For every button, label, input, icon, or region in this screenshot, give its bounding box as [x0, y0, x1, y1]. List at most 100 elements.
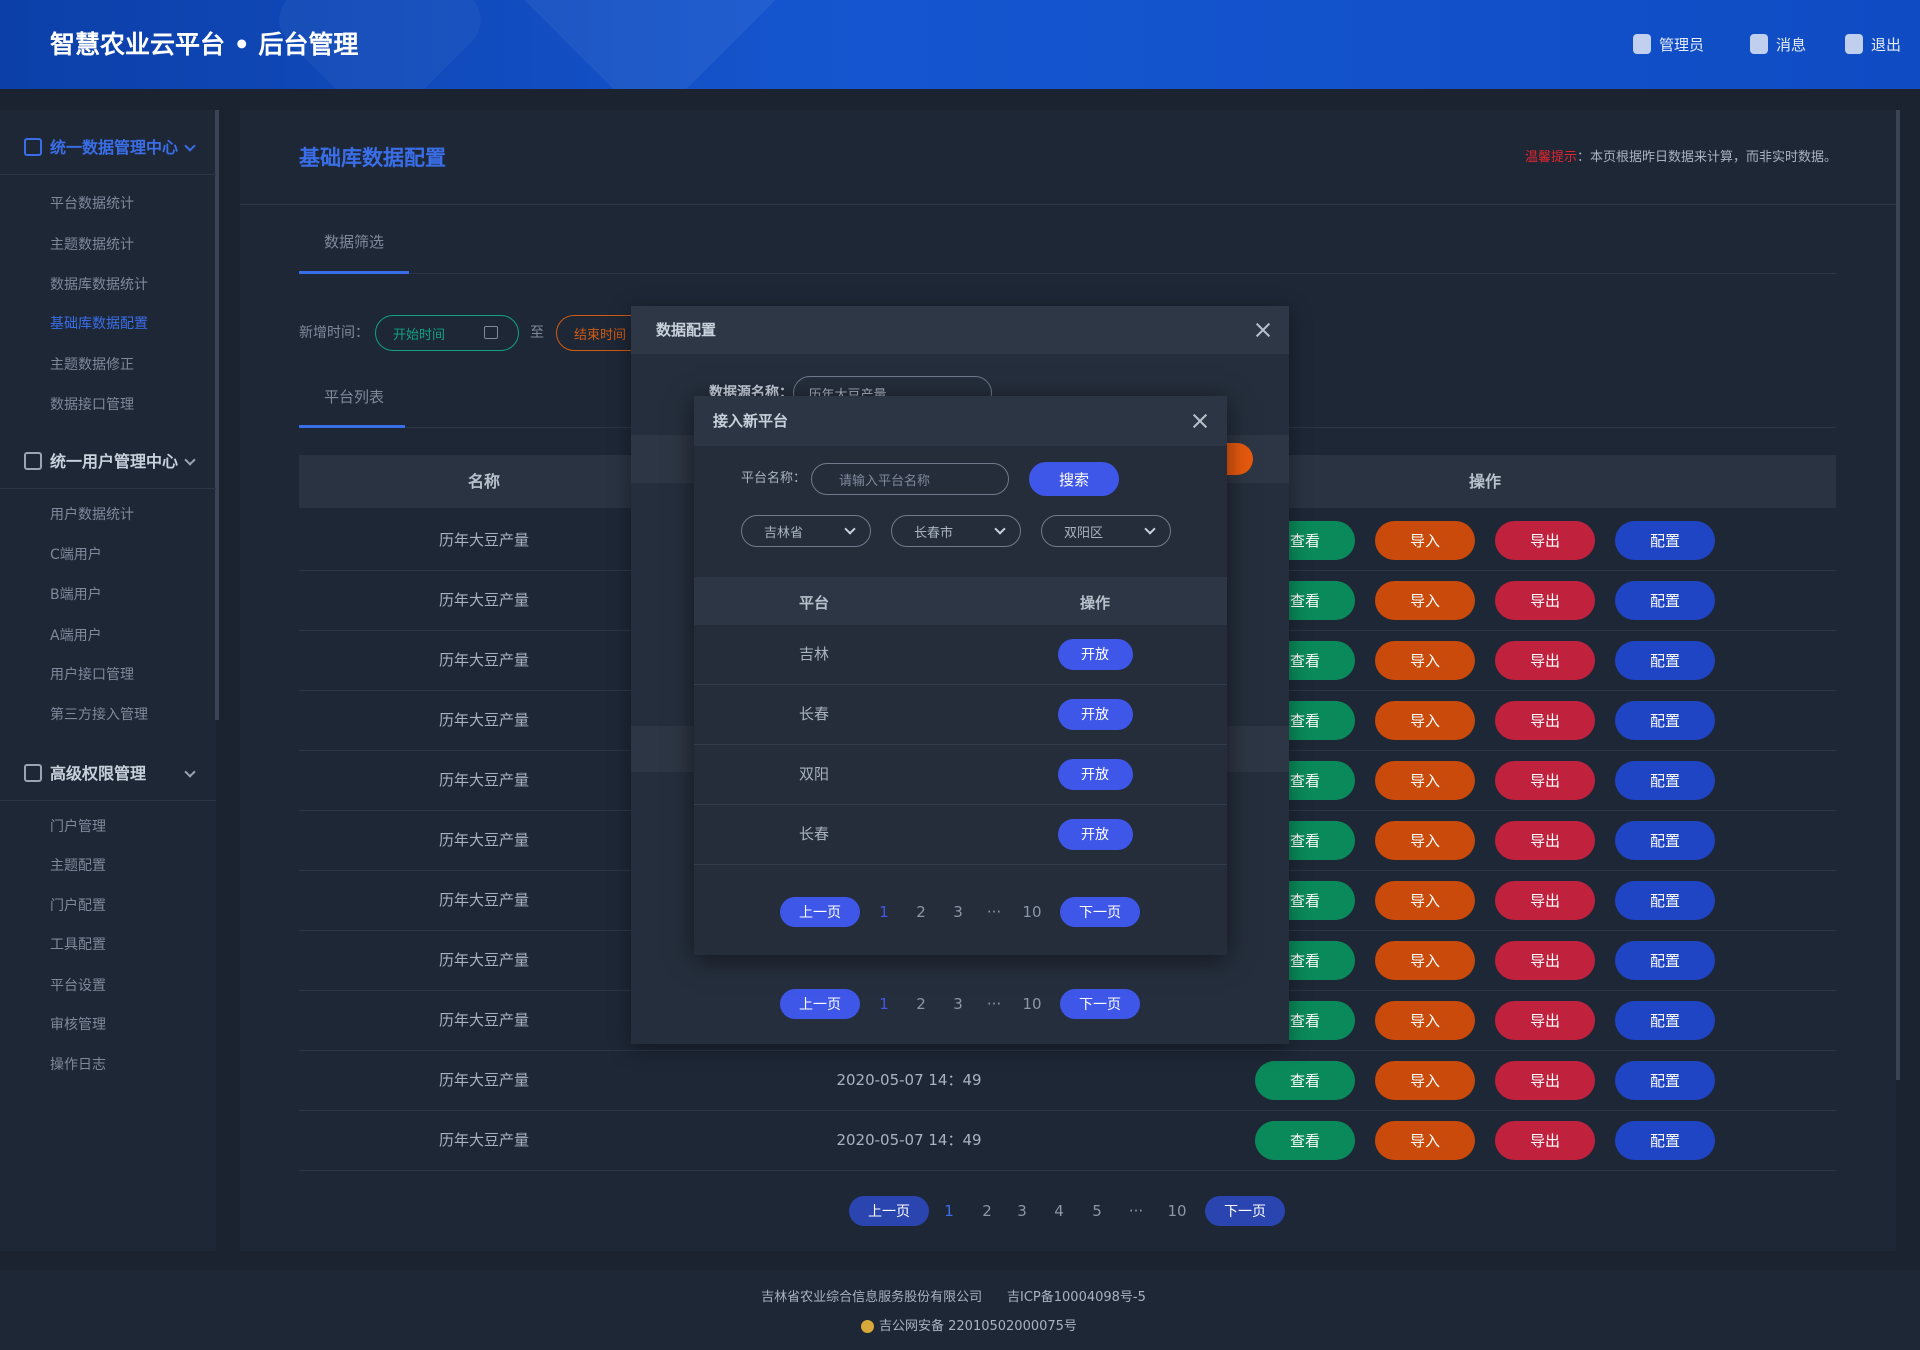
action-button[interactable]: 导入: [1375, 1000, 1475, 1040]
menu-item[interactable]: 审核管理: [50, 1017, 106, 1033]
action-button[interactable]: 配置: [1615, 1000, 1715, 1040]
header-link[interactable]: 退出: [1871, 36, 1902, 54]
action-button[interactable]: 导出: [1495, 1000, 1595, 1040]
menu-item[interactable]: 第三方接入管理: [50, 707, 148, 723]
menu-item[interactable]: 门户管理: [50, 819, 106, 835]
menu-item[interactable]: 主题数据统计: [50, 237, 134, 253]
menu-group-title[interactable]: 高级权限管理: [50, 764, 147, 783]
page-number[interactable]: 4: [1054, 1202, 1064, 1220]
prev-button[interactable]: 上一页: [780, 897, 860, 927]
action-button[interactable]: 导出: [1495, 1060, 1595, 1100]
page-number[interactable]: 1: [879, 995, 889, 1013]
next-button[interactable]: 下一页: [1060, 897, 1140, 927]
page-number[interactable]: 2: [982, 1202, 992, 1220]
page-number[interactable]: 2: [916, 903, 926, 921]
action-button[interactable]: 导出: [1495, 520, 1595, 560]
menu-item[interactable]: 操作日志: [50, 1057, 106, 1073]
action-button[interactable]: 配置: [1615, 580, 1715, 620]
page-number[interactable]: 10: [1022, 995, 1042, 1013]
action-button[interactable]: 配置: [1615, 520, 1715, 560]
menu-item[interactable]: 主题数据修正: [50, 357, 134, 373]
action-button[interactable]: 导出: [1495, 700, 1595, 740]
menu-item[interactable]: 平台数据统计: [50, 196, 134, 212]
menu-item[interactable]: 主题配置: [50, 858, 106, 874]
action-button[interactable]: 配置: [1615, 760, 1715, 800]
tab[interactable]: 数据筛选: [324, 233, 385, 251]
open-button[interactable]: 开放: [1057, 698, 1133, 730]
action-button[interactable]: 导入: [1375, 640, 1475, 680]
action-button[interactable]: 导入: [1375, 760, 1475, 800]
header-link[interactable]: 管理员: [1659, 36, 1705, 54]
action-button[interactable]: 导入: [1375, 820, 1475, 860]
page-number[interactable]: 10: [1022, 903, 1042, 921]
action-button[interactable]: 配置: [1615, 880, 1715, 920]
action-button[interactable]: 配置: [1615, 700, 1715, 740]
page-number[interactable]: 1: [944, 1202, 954, 1220]
menu-group-title[interactable]: 统一数据管理中心: [50, 138, 179, 157]
page-number[interactable]: 3: [1017, 1202, 1027, 1220]
tab[interactable]: 平台列表: [324, 388, 385, 406]
page-number[interactable]: 5: [1092, 1202, 1102, 1220]
action-button[interactable]: 查看: [1255, 1120, 1355, 1160]
action-button[interactable]: 配置: [1615, 940, 1715, 980]
menu-item[interactable]: B端用户: [50, 587, 102, 603]
select[interactable]: 双阳区: [1041, 515, 1171, 547]
action-button[interactable]: 导出: [1495, 1120, 1595, 1160]
menu-group-title[interactable]: 统一用户管理中心: [50, 452, 179, 471]
calendar-icon: [484, 326, 498, 339]
select[interactable]: 吉林省: [741, 515, 871, 547]
action-button[interactable]: 导出: [1495, 820, 1595, 860]
menu-item[interactable]: 数据接口管理: [50, 397, 134, 413]
action-button[interactable]: 导入: [1375, 940, 1475, 980]
action-button[interactable]: 导出: [1495, 940, 1595, 980]
action-button[interactable]: 导出: [1495, 640, 1595, 680]
action-button[interactable]: 查看: [1255, 1060, 1355, 1100]
action-button[interactable]: 配置: [1615, 640, 1715, 680]
menu-item[interactable]: A端用户: [50, 628, 102, 644]
action-button[interactable]: 导出: [1495, 880, 1595, 920]
action-button[interactable]: 导入: [1375, 1120, 1475, 1160]
action-button[interactable]: 配置: [1615, 1060, 1715, 1100]
header-icon[interactable]: [1750, 34, 1768, 54]
header-icon[interactable]: [1845, 34, 1863, 54]
page-number[interactable]: 3: [953, 995, 963, 1013]
page-number[interactable]: 3: [953, 903, 963, 921]
menu-item[interactable]: 用户数据统计: [50, 507, 134, 523]
menu-item[interactable]: 用户接口管理: [50, 667, 134, 683]
cell-name: 历年大豆产量: [438, 831, 530, 849]
action-button[interactable]: 配置: [1615, 820, 1715, 860]
prev-button[interactable]: 上一页: [849, 1196, 929, 1226]
action-button[interactable]: 配置: [1615, 1120, 1715, 1160]
open-button[interactable]: 开放: [1057, 818, 1133, 850]
search-button[interactable]: 搜索: [1029, 462, 1119, 496]
page-number[interactable]: ···: [986, 903, 1002, 921]
header-icon[interactable]: [1633, 34, 1651, 54]
next-button[interactable]: 下一页: [1205, 1196, 1285, 1226]
menu-item[interactable]: 数据库数据统计: [50, 277, 148, 293]
page-number[interactable]: ···: [1128, 1202, 1144, 1220]
next-button[interactable]: 下一页: [1060, 989, 1140, 1019]
action-button[interactable]: 导入: [1375, 580, 1475, 620]
action-button[interactable]: 导入: [1375, 880, 1475, 920]
menu-item[interactable]: 平台设置: [50, 978, 106, 994]
open-button[interactable]: 开放: [1057, 638, 1133, 670]
action-button[interactable]: 导出: [1495, 580, 1595, 620]
action-button[interactable]: 导入: [1375, 1060, 1475, 1100]
page-number[interactable]: 1: [879, 903, 889, 921]
open-button[interactable]: 开放: [1057, 758, 1133, 790]
header-link[interactable]: 消息: [1776, 36, 1807, 54]
date-input[interactable]: 开始时间: [375, 315, 519, 351]
menu-item[interactable]: 基础库数据配置: [50, 316, 148, 332]
page-number[interactable]: ···: [986, 995, 1002, 1013]
action-button[interactable]: 导入: [1375, 520, 1475, 560]
search-input[interactable]: 请输入平台名称: [811, 463, 1009, 495]
prev-button[interactable]: 上一页: [780, 989, 860, 1019]
page-number[interactable]: 2: [916, 995, 926, 1013]
menu-item[interactable]: 门户配置: [50, 898, 106, 914]
action-button[interactable]: 导入: [1375, 700, 1475, 740]
menu-item[interactable]: 工具配置: [50, 937, 106, 953]
menu-item[interactable]: C端用户: [50, 547, 102, 563]
select[interactable]: 长春市: [891, 515, 1021, 547]
page-number[interactable]: 10: [1167, 1202, 1187, 1220]
action-button[interactable]: 导出: [1495, 760, 1595, 800]
